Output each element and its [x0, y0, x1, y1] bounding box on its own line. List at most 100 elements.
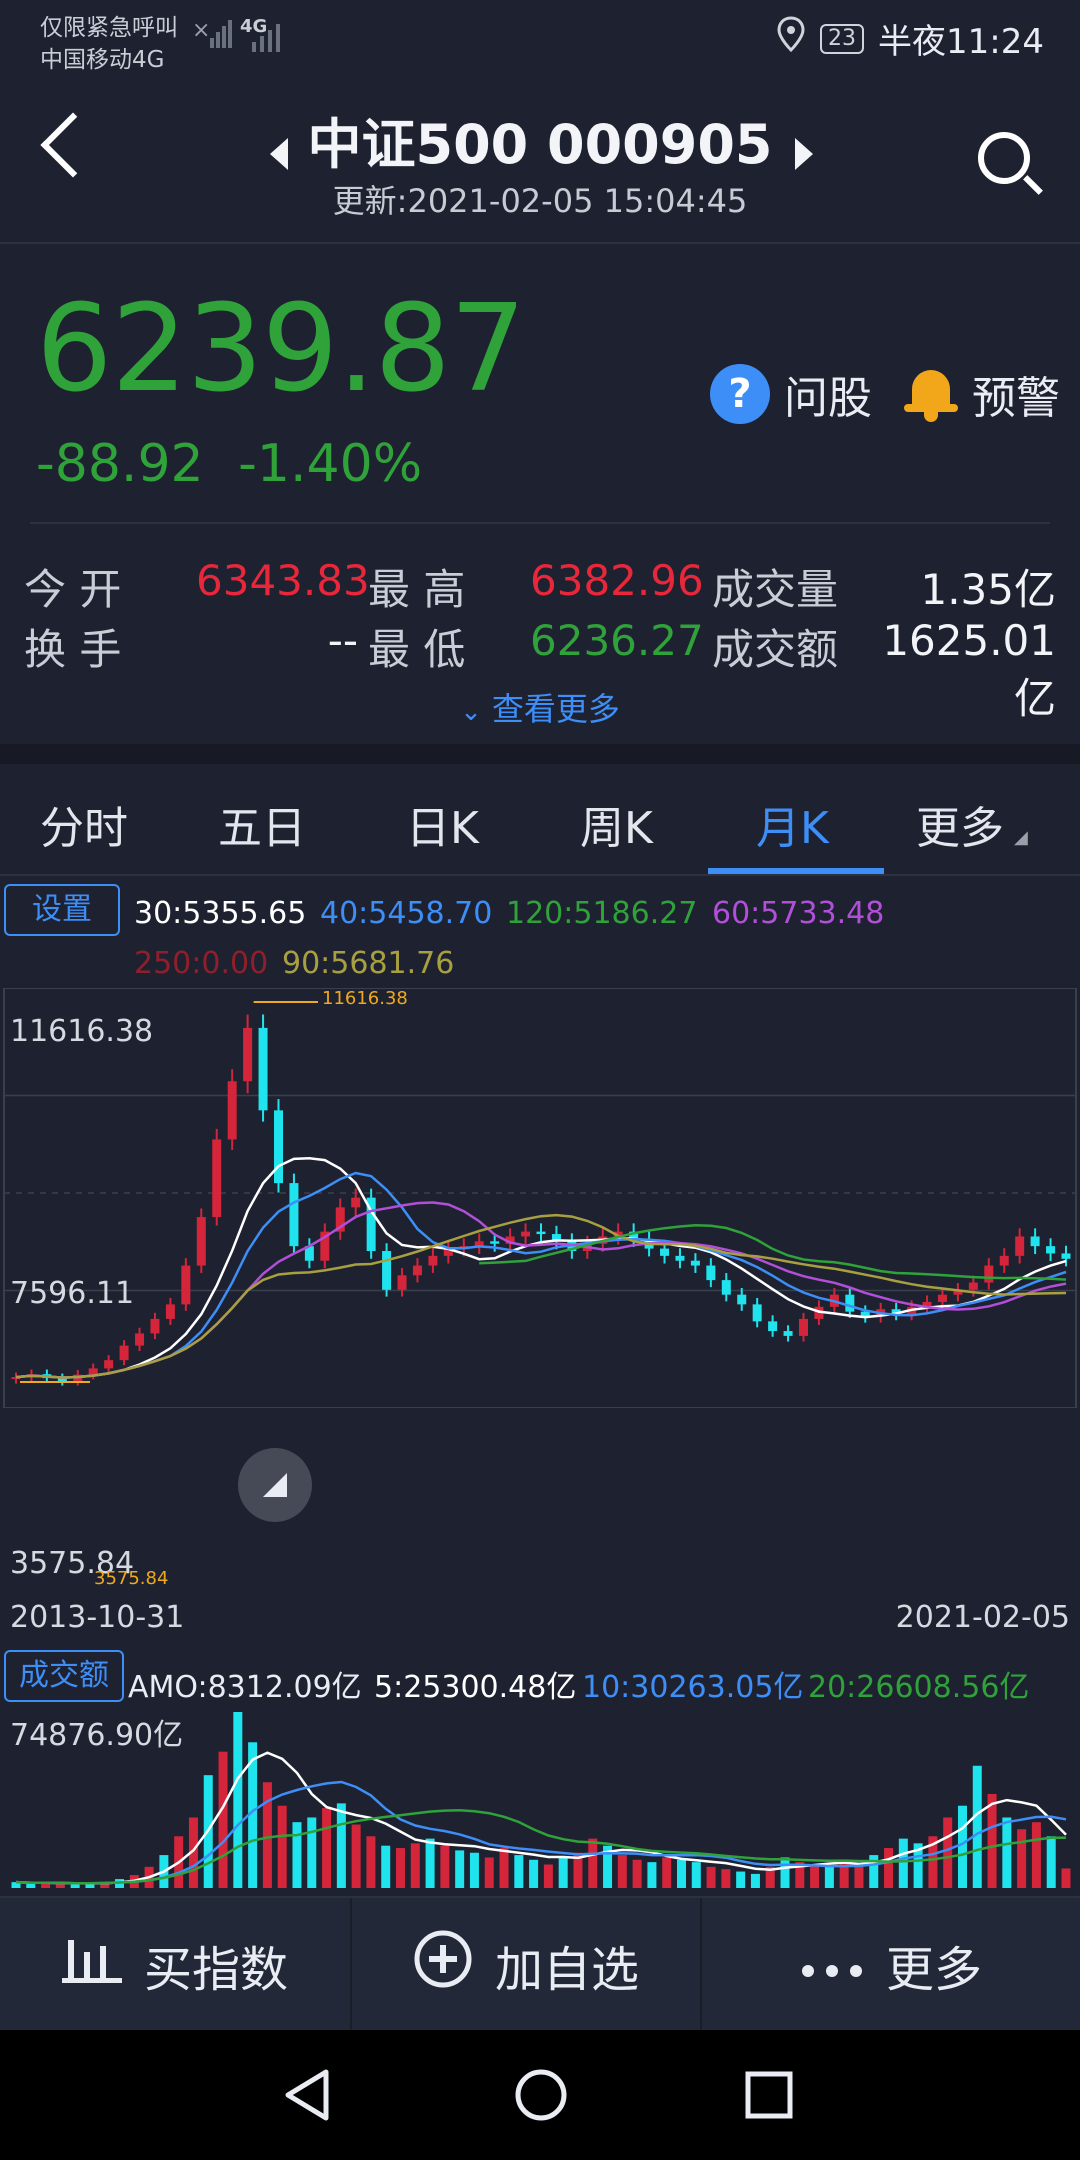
search-icon[interactable]: [978, 132, 1030, 184]
candle-body: [104, 1360, 114, 1369]
stat-label-low: 最 低: [368, 625, 466, 674]
candle-body: [953, 1289, 963, 1295]
tab-more[interactable]: 更多 ◢: [916, 792, 1028, 856]
candlestick-chart[interactable]: [0, 988, 1080, 1408]
volume-type-button[interactable]: 成交额: [4, 1650, 124, 1702]
volume-bar: [366, 1836, 376, 1888]
chart-frame: [3, 988, 1077, 1408]
volume-bar: [55, 1883, 65, 1888]
kline-chart-area: 设置 30:5355.65 40:5458.70 120:5186.27 60:…: [0, 876, 1080, 1896]
candle-body: [227, 1081, 237, 1140]
volume-bar: [188, 1817, 198, 1888]
ask-stock-button[interactable]: ? 问股: [710, 362, 872, 426]
candle-body: [150, 1318, 160, 1334]
ma-60-label: 60:5733.48: [712, 896, 885, 931]
max-price-marker: 11616.38: [322, 988, 408, 1009]
ma-40-label: 40:5458.70: [320, 896, 493, 931]
change-percent: -1.40%: [238, 434, 423, 494]
candle-body: [891, 1309, 901, 1315]
back-triangle-icon[interactable]: [282, 2068, 332, 2126]
buy-index-label: 买指数: [143, 1942, 288, 1998]
candle-body: [937, 1294, 947, 1302]
x-axis-end-label: 2021-02-05: [895, 1600, 1070, 1635]
volume-bar: [780, 1857, 790, 1888]
status-bar: 仅限紧急呼叫 中国移动4G × 4G 23 半夜11:24: [0, 0, 1080, 73]
tab-intraday[interactable]: 分时: [40, 803, 128, 854]
volume-bar: [765, 1866, 775, 1888]
volume-bar: [588, 1838, 598, 1888]
ma-90-line: [15, 1213, 1067, 1379]
tab-weekly-k[interactable]: 周K: [580, 803, 653, 854]
candle-body: [135, 1333, 145, 1346]
stat-value-amount: 1625.01亿: [882, 616, 1056, 723]
buy-index-button[interactable]: 买指数: [0, 1898, 350, 2032]
volume-bar: [1017, 1829, 1027, 1888]
ma-120-line: [479, 1224, 1067, 1281]
volume-bar: [1031, 1822, 1041, 1888]
period-tabs: 分时 五日 日K 周K 月K 更多 ◢: [0, 764, 1080, 874]
volume-bar: [662, 1857, 672, 1888]
triangle-corner-icon: ◢: [1014, 827, 1028, 848]
current-price: 6239.87: [36, 280, 526, 419]
volume-bar: [898, 1838, 908, 1888]
volume-bar: [750, 1873, 760, 1888]
volume-bar: [262, 1782, 272, 1888]
amo-10-label: 10:30263.05亿: [582, 1670, 804, 1705]
recents-square-icon[interactable]: [744, 2070, 794, 2124]
price-alert-button[interactable]: 预警: [904, 362, 1060, 426]
volume-bar: [307, 1817, 317, 1888]
stat-value-open: 6343.83: [196, 556, 370, 605]
tab-daily-k[interactable]: 日K: [406, 803, 479, 854]
stat-label-volume: 成交量: [712, 565, 839, 614]
network-type: 4G: [240, 16, 268, 37]
stat-value-turnover: --: [327, 616, 358, 665]
bar-chart-icon: [61, 1934, 122, 1996]
y-axis-mid-label: 7596.11: [10, 1276, 135, 1311]
quote-panel: 6239.87 -88.92 -1.40% ? 问股 预警 今 开 6343.8…: [0, 244, 1080, 744]
candle-body: [984, 1265, 994, 1283]
candle-body: [660, 1248, 670, 1256]
amo-5-line: [15, 1751, 1067, 1885]
volume-bar: [41, 1882, 51, 1888]
next-index-icon[interactable]: [795, 138, 813, 170]
amo-label: AMO:8312.09亿: [128, 1670, 362, 1705]
volume-bar: [85, 1883, 95, 1888]
tab-five-day[interactable]: 五日: [218, 803, 306, 854]
volume-bar: [736, 1871, 746, 1888]
volume-bar: [336, 1803, 346, 1888]
volume-bar: [410, 1843, 420, 1888]
tab-monthly-k[interactable]: 月K: [756, 803, 829, 854]
view-more-link[interactable]: ⌄ 查看更多: [0, 684, 1080, 730]
volume-bar: [100, 1881, 110, 1888]
candle-body: [613, 1231, 623, 1237]
home-circle-icon[interactable]: [514, 2068, 568, 2126]
candle-body: [968, 1282, 978, 1290]
candle-body: [1030, 1236, 1040, 1247]
signal-icon-2: [250, 22, 290, 52]
fullscreen-toggle-icon[interactable]: [238, 1448, 312, 1522]
volume-bar: [440, 1845, 450, 1888]
volume-bar: [218, 1751, 228, 1888]
volume-bar: [957, 1805, 967, 1888]
volume-bar: [603, 1845, 613, 1888]
location-icon: [776, 16, 806, 61]
volume-bar: [1002, 1817, 1012, 1888]
candle-body: [289, 1183, 299, 1247]
ma-30-line: [15, 1157, 1067, 1379]
candle-body: [999, 1255, 1009, 1266]
more-actions-button[interactable]: 更多: [702, 1898, 1080, 2032]
chart-settings-button[interactable]: 设置: [4, 884, 120, 936]
volume-bar: [617, 1855, 627, 1888]
candle-body: [799, 1318, 808, 1336]
candle-body: [320, 1231, 330, 1261]
ma-40-line: [15, 1171, 1067, 1379]
add-watchlist-button[interactable]: 加自选: [352, 1898, 700, 2032]
prev-index-icon[interactable]: [270, 138, 288, 170]
stat-value-high: 6382.96: [530, 556, 704, 605]
status-emergency-text: 仅限紧急呼叫: [40, 15, 178, 41]
volume-bar: [676, 1859, 686, 1888]
candle-body: [845, 1294, 855, 1312]
volume-chart[interactable]: [0, 1708, 1080, 1896]
volume-max-label: 74876.90亿: [10, 1718, 184, 1753]
candle-body: [258, 1027, 268, 1111]
